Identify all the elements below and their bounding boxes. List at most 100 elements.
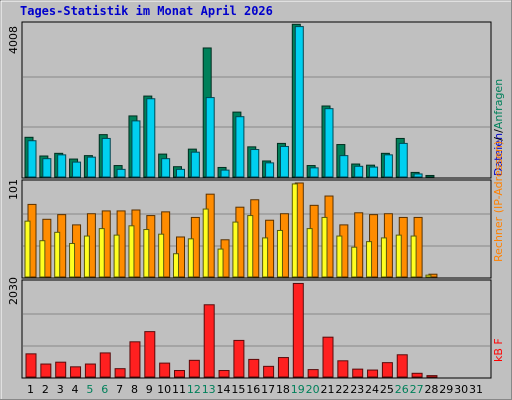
x-tick-label: 17 xyxy=(261,383,275,396)
legend-requests: Dateien/Anfragen xyxy=(492,79,505,176)
dateien-bar xyxy=(42,158,52,178)
dateien-bar xyxy=(294,26,304,178)
seiten-bar xyxy=(83,235,90,278)
x-tick-label: 11 xyxy=(172,383,186,396)
dateien-bar xyxy=(265,162,275,178)
dateien-bar xyxy=(131,120,141,178)
dateien-bar xyxy=(161,158,171,178)
seiten-bar xyxy=(425,274,432,278)
x-tick-label: 13 xyxy=(202,383,216,396)
seiten-bar xyxy=(395,234,402,278)
kbf-bar xyxy=(99,352,111,378)
kbf-bar xyxy=(322,336,334,378)
x-tick-label: 5 xyxy=(86,383,93,396)
legend-item-rechner: Rechner (IP-Adressen) xyxy=(492,141,505,262)
seiten-bar xyxy=(306,228,313,278)
dateien-bar xyxy=(57,154,67,178)
x-tick-label: 25 xyxy=(380,383,394,396)
seiten-bar xyxy=(158,233,165,278)
kbf-bar xyxy=(367,369,379,378)
kbf-bar xyxy=(248,358,260,378)
ymax-label-kb: 2030 xyxy=(7,277,20,305)
kbf-bar xyxy=(233,339,245,378)
seiten-bar xyxy=(247,215,254,278)
x-tick-label: 6 xyxy=(101,383,108,396)
x-tick-label: 27 xyxy=(410,383,424,396)
dateien-bar xyxy=(146,98,156,178)
dateien-bar xyxy=(383,154,393,178)
kbf-bar xyxy=(277,357,289,378)
x-tick-label: 26 xyxy=(395,383,409,396)
seiten-bar xyxy=(54,231,61,278)
dateien-bar xyxy=(116,168,126,178)
dateien-bar xyxy=(309,167,319,178)
kbf-bar xyxy=(70,366,82,378)
x-tick-label: 9 xyxy=(146,383,153,396)
x-tick-label: 20 xyxy=(306,383,320,396)
kbf-bar xyxy=(307,369,319,378)
x-tick-label: 15 xyxy=(231,383,245,396)
seiten-bar xyxy=(98,228,105,278)
kbf-bar xyxy=(396,354,408,378)
seiten-bar xyxy=(232,221,239,278)
ymax-label-requests: 4008 xyxy=(7,26,20,54)
kbf-bar xyxy=(159,362,171,378)
kbf-bar xyxy=(25,353,37,378)
kbf-bar xyxy=(218,370,230,378)
x-tick-label: 7 xyxy=(116,383,123,396)
kbf-bar xyxy=(188,359,200,378)
x-tick-label: 23 xyxy=(350,383,364,396)
ymax-label-visits: 101 xyxy=(7,179,20,200)
seiten-bar xyxy=(24,220,31,278)
x-tick-label: 1 xyxy=(27,383,34,396)
x-tick-label: 28 xyxy=(424,383,438,396)
dateien-bar xyxy=(250,149,260,178)
seiten-bar xyxy=(291,183,298,278)
seiten-bar xyxy=(173,253,179,278)
x-tick-label: 30 xyxy=(454,383,468,396)
legend-item-dateien: Dateien xyxy=(492,133,505,176)
dateien-bar xyxy=(413,173,423,178)
dateien-bar xyxy=(324,108,334,178)
seiten-bar xyxy=(410,235,417,278)
x-tick-label: 24 xyxy=(365,383,379,396)
seiten-bar xyxy=(380,237,387,278)
dateien-bar xyxy=(339,155,349,178)
x-tick-label: 2 xyxy=(42,383,49,396)
x-tick-label: 16 xyxy=(246,383,260,396)
dateien-bar xyxy=(86,156,96,178)
x-tick-label: 22 xyxy=(335,383,349,396)
dateien-bar xyxy=(398,142,408,178)
x-tick-label: 3 xyxy=(57,383,64,396)
dateien-bar xyxy=(176,168,185,178)
dateien-bar xyxy=(369,166,379,178)
chart-title: Tages-Statistik im Monat April 2026 xyxy=(20,4,273,18)
kbf-bar xyxy=(381,362,393,378)
dateien-bar xyxy=(279,145,289,178)
seiten-bar xyxy=(202,208,209,278)
kbf-bar xyxy=(55,361,67,378)
dateien-bar xyxy=(205,97,215,178)
dateien-bar xyxy=(354,165,364,178)
besuche-bar xyxy=(354,212,364,278)
seiten-bar xyxy=(128,225,135,278)
x-tick-label: 8 xyxy=(131,383,138,396)
seiten-bar xyxy=(336,235,343,278)
seiten-bar xyxy=(351,246,358,278)
x-tick-label: 18 xyxy=(276,383,290,396)
seiten-bar xyxy=(143,229,150,278)
seiten-bar xyxy=(113,234,120,278)
dateien-bar xyxy=(72,161,82,178)
seiten-bar xyxy=(366,241,373,278)
x-tick-label: 19 xyxy=(291,383,305,396)
kbf-bar xyxy=(144,331,156,378)
x-tick-label: 29 xyxy=(439,383,453,396)
legend-item-anfragen: Anfragen xyxy=(492,79,505,129)
anfragen-bar xyxy=(425,174,435,178)
dateien-bar xyxy=(190,151,200,178)
x-tick-label: 21 xyxy=(321,383,335,396)
seiten-bar xyxy=(321,216,328,278)
kbf-bar xyxy=(203,304,215,378)
legend-kb: kB F xyxy=(492,338,505,362)
